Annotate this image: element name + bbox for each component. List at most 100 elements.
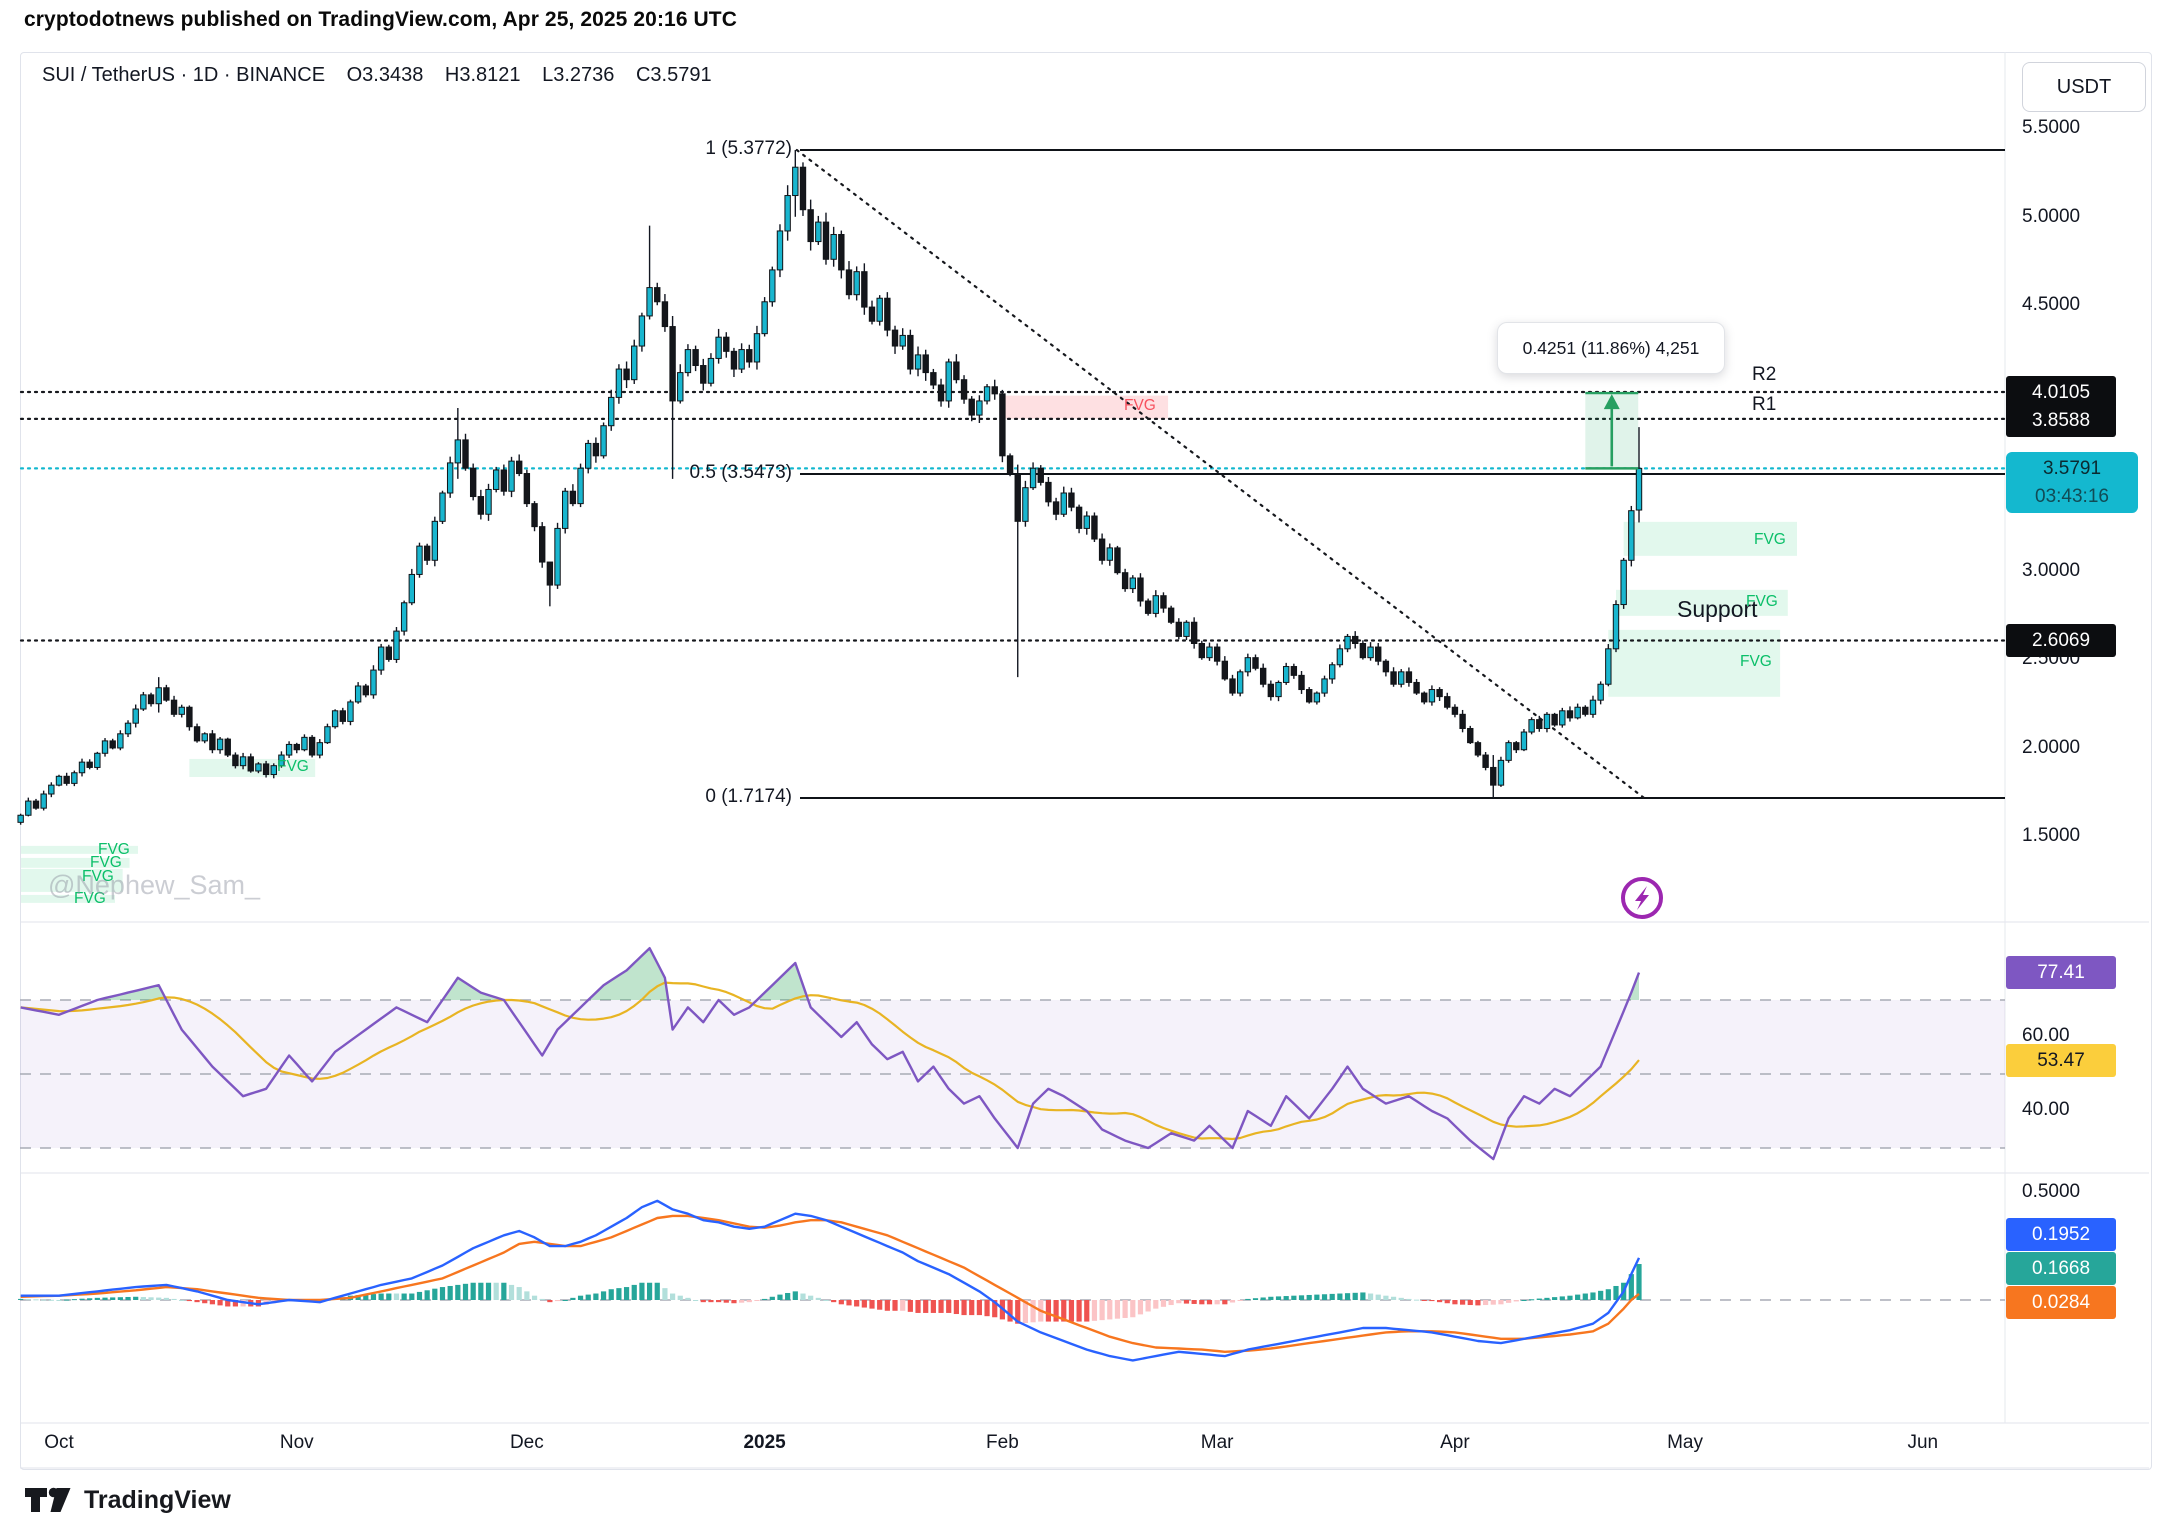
macd-histogram-bar (1268, 1296, 1274, 1300)
macd-histogram-bar (953, 1300, 959, 1315)
macd-histogram-bar (1275, 1296, 1282, 1300)
currency-toggle-button[interactable]: USDT (2022, 62, 2146, 112)
macd-histogram-bar (754, 1300, 760, 1301)
macd-histogram-bar (87, 1298, 93, 1300)
fib-label-05[interactable]: 0.5 (3.5473) (689, 462, 792, 483)
macd-histogram-bar (79, 1298, 85, 1300)
macd-histogram-bar (1413, 1299, 1420, 1301)
candle-body (1152, 595, 1159, 614)
fvg-zone-green[interactable] (1623, 521, 1797, 556)
macd-histogram-bar (355, 1295, 361, 1300)
fvg-zone-green[interactable] (21, 857, 130, 868)
candle-body (1490, 766, 1497, 786)
candle-body (285, 743, 293, 756)
fib-label-1[interactable]: 1 (5.3772) (705, 138, 792, 159)
macd-histogram-bar (516, 1287, 522, 1300)
candle-body (109, 740, 116, 749)
candle-body (132, 708, 139, 724)
tradingview-logo[interactable]: TradingView (24, 1486, 231, 1515)
symbol-title: SUI / TetherUS · 1D · BINANCE (42, 64, 326, 86)
candle-body (815, 221, 822, 243)
candle-body (255, 763, 262, 772)
macd-histogram-bar (877, 1300, 883, 1310)
pivot-r1-label: R1 (1752, 394, 1777, 415)
candle-body (178, 706, 185, 715)
candle-body (216, 738, 224, 751)
macd-histogram-bar (1475, 1300, 1481, 1306)
candle-body (1451, 706, 1459, 715)
macd-histogram-bar (1506, 1300, 1512, 1303)
pivot-r2-label: R2 (1752, 364, 1777, 385)
candle-body (623, 368, 630, 381)
fib-label-0[interactable]: 0 (1.7174) (705, 786, 792, 807)
candle-body (1329, 664, 1336, 680)
macd-histogram-bar (1513, 1300, 1519, 1302)
candle-body (853, 271, 860, 296)
candle-body (669, 326, 676, 402)
candle-body (792, 166, 799, 197)
fvg-zone-label[interactable]: FVG (1740, 653, 1772, 670)
fvg-zone-green[interactable] (1615, 589, 1788, 616)
candle-body (631, 345, 638, 381)
fvg-zone-label[interactable]: FVG (1746, 593, 1778, 610)
candle-body (32, 800, 40, 809)
candle-body (1551, 713, 1558, 726)
macd-histogram-bar (777, 1294, 783, 1300)
fvg-zone-green[interactable] (21, 894, 115, 903)
fvg-zone-label[interactable]: FVG (277, 758, 309, 775)
fvg-zone-label[interactable]: FVG (82, 868, 114, 885)
price-axis-tick: 3.0000 (2022, 559, 2081, 581)
fvg-zone-label[interactable]: FVG (90, 854, 122, 871)
fvg-zone-label-red[interactable]: FVG (1124, 397, 1156, 414)
macd-signal-badge: 0.0284 (2006, 1286, 2116, 1319)
trendline[interactable] (795, 148, 1650, 803)
fvg-zone-green[interactable] (21, 845, 138, 854)
fvg-zone-green[interactable] (21, 868, 123, 892)
candle-body (247, 756, 254, 772)
macd-histogram-bar (600, 1291, 607, 1300)
macd-histogram-bar (1598, 1290, 1604, 1300)
macd-histogram-bar (1344, 1293, 1351, 1300)
candle-body (1083, 515, 1090, 529)
macd-histogram-bar (547, 1300, 553, 1303)
candle-body (270, 765, 277, 776)
candle-body (554, 527, 561, 586)
candle-body (1290, 666, 1298, 676)
fvg-zone-label[interactable]: FVG (98, 841, 130, 858)
macd-histogram-bar (1429, 1300, 1435, 1302)
fvg-zone-red[interactable] (1002, 395, 1169, 419)
candle-body (55, 775, 63, 786)
candle-body (1605, 648, 1612, 685)
candle-body (1183, 621, 1190, 637)
macd-histogram-bar (1222, 1300, 1228, 1305)
macd-histogram-bar (1015, 1300, 1021, 1324)
macd-histogram-bar (823, 1300, 829, 1301)
candle-body (1382, 660, 1390, 673)
candle-body (884, 297, 891, 331)
candle-body (1075, 506, 1083, 529)
macd-histogram-bar (1137, 1300, 1144, 1315)
macd-histogram-bar (1360, 1292, 1366, 1300)
macd-histogram-bar (1613, 1285, 1619, 1300)
macd-histogram-bar (156, 1297, 162, 1300)
fvg-zone-label[interactable]: FVG (74, 890, 106, 907)
candle-body (1536, 719, 1543, 729)
candle-body (577, 467, 584, 505)
fvg-zone-label[interactable]: FVG (1754, 531, 1786, 548)
candle-body (354, 685, 362, 703)
macd-histogram-bar (432, 1288, 438, 1300)
macd-signal-line (20, 1214, 1640, 1353)
macd-histogram-bar (723, 1300, 729, 1303)
candle-body (278, 754, 285, 767)
candle-body (515, 460, 523, 475)
support-price-badge: 2.6069 (2006, 624, 2116, 657)
candle-body (1428, 689, 1436, 703)
macd-histogram-bar (455, 1284, 461, 1300)
macd-histogram-bar (1529, 1299, 1535, 1301)
macd-line-badge: 0.1952 (2006, 1218, 2116, 1251)
candle-body (1482, 754, 1489, 768)
chart-card (20, 52, 2152, 1470)
candle-body (446, 462, 454, 494)
macd-histogram-bar (1153, 1300, 1159, 1309)
